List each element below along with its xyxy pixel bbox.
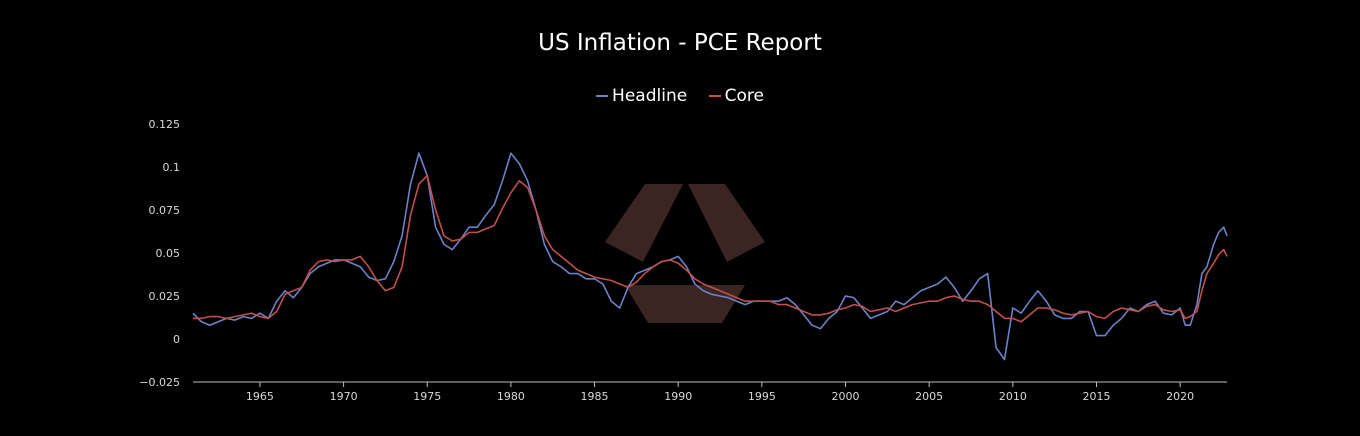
legend-label-headline: Headline (612, 86, 688, 106)
logo-segment-bottom (625, 285, 745, 323)
x-tick-label: 1970 (330, 390, 358, 403)
x-tick-label: 2010 (999, 390, 1027, 403)
y-tick-label: 0 (173, 333, 180, 346)
x-tick-label: 1995 (748, 390, 776, 403)
y-tick-label: 0.025 (149, 290, 181, 303)
x-tick-label: 2015 (1082, 390, 1110, 403)
legend-item-headline[interactable]: Headline (596, 86, 687, 106)
x-tick-label: 1990 (664, 390, 692, 403)
logo-segment-right (688, 184, 765, 262)
x-tick-label: 1980 (497, 390, 525, 403)
x-tick-label: 1965 (246, 390, 274, 403)
series-lines (192, 152, 1228, 361)
legend-item-core[interactable]: Core (708, 86, 764, 106)
y-tick-label: 0.1 (163, 161, 181, 174)
y-tick-label: 0.05 (156, 247, 181, 260)
x-tick-label: 2005 (915, 390, 943, 403)
chart-legend: Headline Core (0, 86, 1360, 106)
legend-label-core: Core (724, 86, 764, 106)
x-tick-label: 1985 (581, 390, 609, 403)
y-tick-label: −0.025 (139, 376, 180, 389)
series-line-headline (192, 152, 1228, 361)
legend-swatch-headline (596, 95, 609, 97)
y-tick-label: 0.075 (149, 204, 181, 217)
chart-title: US Inflation - PCE Report (538, 30, 822, 56)
x-tick-label: 2020 (1166, 390, 1194, 403)
y-axis: −0.025 0 0.025 0.05 0.075 0.1 0.125 (139, 118, 180, 389)
x-tick-label: 2000 (832, 390, 860, 403)
x-tick-label: 1975 (413, 390, 441, 403)
logo-segment-left (605, 184, 683, 262)
series-line-core (193, 174, 1228, 323)
legend-swatch-core (708, 95, 721, 97)
x-axis: 1965 1970 1975 1980 1985 1990 1995 2000 2005 2010… (193, 381, 1227, 403)
y-tick-label: 0.125 (149, 118, 181, 131)
